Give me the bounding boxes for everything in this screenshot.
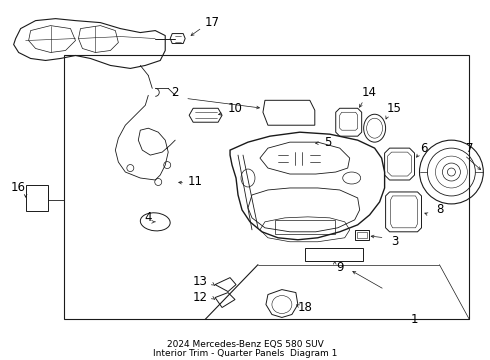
Text: 8: 8 — [436, 203, 443, 216]
Bar — [305, 248, 363, 261]
Text: 10: 10 — [227, 102, 243, 115]
Polygon shape — [230, 132, 385, 240]
Text: 7: 7 — [466, 141, 473, 155]
Bar — [357, 232, 367, 238]
Text: Interior Trim - Quarter Panels  Diagram 1: Interior Trim - Quarter Panels Diagram 1 — [153, 349, 337, 358]
Text: 18: 18 — [297, 301, 312, 314]
Text: 3: 3 — [391, 235, 398, 248]
Text: 11: 11 — [188, 175, 203, 189]
Bar — [275, 220, 335, 234]
Text: 12: 12 — [193, 291, 208, 304]
Text: 9: 9 — [336, 261, 343, 274]
Text: 16: 16 — [11, 181, 26, 194]
Text: 14: 14 — [362, 86, 377, 99]
Text: 13: 13 — [193, 275, 208, 288]
Bar — [355, 230, 368, 240]
Text: 4: 4 — [145, 211, 152, 224]
Text: 15: 15 — [387, 102, 402, 115]
Text: 2024 Mercedes-Benz EQS 580 SUV: 2024 Mercedes-Benz EQS 580 SUV — [167, 340, 323, 349]
Text: 1: 1 — [411, 313, 418, 326]
Text: 17: 17 — [205, 16, 220, 29]
Bar — [25, 185, 48, 211]
Text: 6: 6 — [420, 141, 427, 155]
Text: 5: 5 — [324, 136, 331, 149]
Bar — [64, 55, 469, 319]
Text: 2: 2 — [172, 86, 179, 99]
